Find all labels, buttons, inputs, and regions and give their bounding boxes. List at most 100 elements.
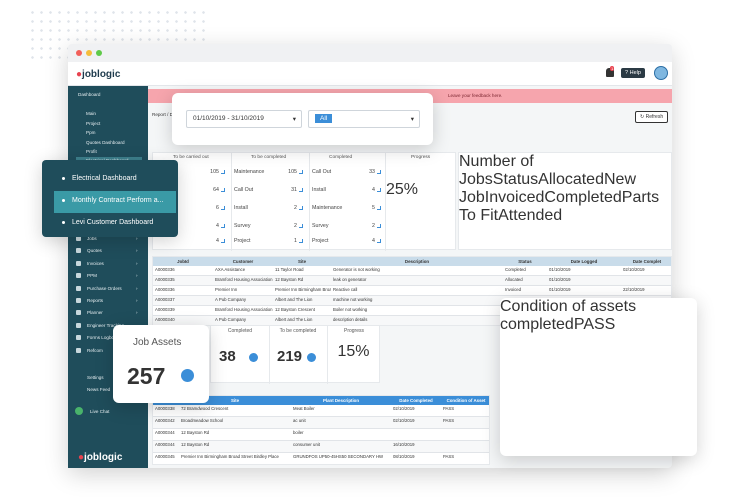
row-label: Project [312, 238, 329, 244]
summary-title: Completed [227, 328, 253, 334]
sidebar-item[interactable]: Forms Logbook [87, 335, 119, 341]
sidebar-icon [76, 335, 81, 341]
sidebar-item[interactable]: News Feed [87, 387, 111, 392]
sidebar-item[interactable]: Refcom [87, 347, 103, 353]
header-cell: Date Complet [632, 259, 662, 264]
table-row[interactable] [153, 306, 671, 316]
date-range-select[interactable]: 01/10/2019 - 31/10/2019 ▾ [186, 110, 302, 128]
column-divider [385, 153, 386, 251]
table-row[interactable] [153, 405, 489, 417]
refresh-button[interactable]: ↻ Refresh [635, 111, 669, 123]
summary-dot [307, 353, 316, 362]
sidebar-item[interactable]: Quotes [87, 248, 102, 254]
table-cell: Completed [505, 267, 526, 272]
table-cell: A0000344 [155, 430, 175, 435]
bell-icon[interactable] [606, 68, 614, 77]
row-label: Install [234, 205, 248, 211]
y-axis-label: Number of Jobs [459, 153, 534, 188]
table-cell: Premier Inn [215, 287, 238, 292]
summary-count: 38 [219, 348, 236, 365]
table-row[interactable] [153, 417, 489, 429]
table-row[interactable] [153, 441, 489, 453]
trend-icon [377, 188, 381, 192]
table-row[interactable] [153, 296, 671, 306]
table-row[interactable] [153, 286, 671, 296]
sidebar-icon [76, 260, 81, 266]
dashboard-menu: Electrical Dashboard Monthly Contract Per… [42, 160, 178, 237]
summary-title: To be completed [279, 328, 317, 334]
x-axis-label: Status [492, 171, 539, 188]
row-count: 105 [288, 169, 297, 175]
sidebar-logo[interactable]: ●joblogic [78, 452, 123, 463]
table-cell: boiler [293, 430, 304, 435]
help-text: Help [629, 70, 641, 76]
table-cell: Albert and The Lion [275, 297, 313, 302]
sidebar-subitem[interactable]: Ppm [86, 130, 96, 136]
row-count: 31 [291, 187, 297, 193]
sidebar-item[interactable]: Engineer Tracking [87, 322, 125, 328]
sidebar-subitem[interactable]: Main [86, 111, 96, 117]
trend-icon [299, 206, 303, 210]
table-cell: A Pub Company [215, 317, 247, 322]
menu-item[interactable]: Monthly Contract Perform a... [72, 197, 164, 204]
maximize-dot[interactable] [96, 50, 102, 56]
table-row[interactable] [153, 276, 671, 286]
table-cell: 02/10/2019 [623, 267, 645, 272]
sidebar-item[interactable]: Jobs [87, 236, 97, 241]
table-cell: ac unit [293, 418, 306, 423]
table-row[interactable] [153, 266, 671, 276]
sidebar-subitem[interactable]: Profit [86, 149, 97, 154]
header-cell: Customer [232, 259, 254, 264]
sidebar-item[interactable]: Settings [87, 375, 104, 380]
x-tick-label: Allocated [538, 171, 604, 188]
table-row[interactable] [153, 453, 489, 464]
legend-label: PASS [573, 316, 616, 333]
close-dot[interactable] [76, 50, 82, 56]
sidebar-item[interactable]: Invoices [87, 260, 104, 266]
sidebar-chevron: › [136, 248, 138, 254]
menu-item[interactable]: Levi Customer Dashboard [72, 219, 154, 226]
table-row[interactable] [153, 316, 671, 325]
table-header [153, 257, 671, 266]
sidebar-subitem[interactable]: Quotes Dashboard [86, 139, 125, 145]
row-label: Survey [312, 223, 329, 229]
table-cell: 01/10/2019 [549, 277, 571, 282]
table-cell: description details [333, 317, 368, 322]
header-cell: Date Completed [399, 398, 433, 403]
bar-chart-panel: Number of JobsStatusAllocatedNew JobInvo… [458, 152, 672, 250]
header-cell: Plant Description [322, 398, 360, 403]
sidebar-item[interactable]: Dashboard [78, 92, 101, 97]
table-cell: Bramford Housing Association [215, 277, 273, 282]
progress-donut: 25% [386, 181, 418, 199]
logo[interactable]: ●joblogic [76, 69, 121, 80]
trend-icon [299, 170, 303, 174]
avatar[interactable] [654, 66, 668, 80]
scope-select[interactable]: All ▾ [308, 110, 420, 128]
help-button[interactable]: ? Help [621, 68, 645, 78]
row-count: 4 [216, 223, 219, 229]
job-assets-title: Job Assets [133, 337, 182, 348]
row-count: 1 [294, 238, 297, 244]
row-label: Call Out [312, 169, 332, 175]
minimize-dot[interactable] [86, 50, 92, 56]
sidebar-item[interactable]: Purchase Orders [87, 285, 122, 291]
header-cell: Site [297, 259, 307, 264]
table-row[interactable] [153, 429, 489, 441]
sidebar-item[interactable]: Live Chat [90, 409, 110, 414]
menu-item[interactable]: Electrical Dashboard [72, 175, 137, 182]
row-count: 4 [372, 187, 375, 193]
job-assets-dot [181, 369, 194, 382]
table-cell: AXA Assistance [215, 267, 246, 272]
date-filter-card: 01/10/2019 - 31/10/2019 ▾ All ▾ [172, 93, 433, 145]
job-assets-card: Job Assets 257 [113, 325, 209, 403]
sidebar-chevron: › [136, 260, 138, 266]
sidebar-item[interactable]: Planner [87, 310, 103, 316]
sidebar-icon [76, 310, 81, 316]
sidebar-icon [76, 285, 81, 291]
sidebar-item[interactable]: Reports [87, 298, 104, 303]
sidebar-subitem[interactable]: Project [86, 120, 101, 126]
column-title: To be carried out [173, 155, 209, 160]
sidebar-item[interactable]: PPM [87, 273, 97, 279]
row-label: Project [234, 238, 251, 244]
x-tick-label: Attended [498, 207, 563, 224]
